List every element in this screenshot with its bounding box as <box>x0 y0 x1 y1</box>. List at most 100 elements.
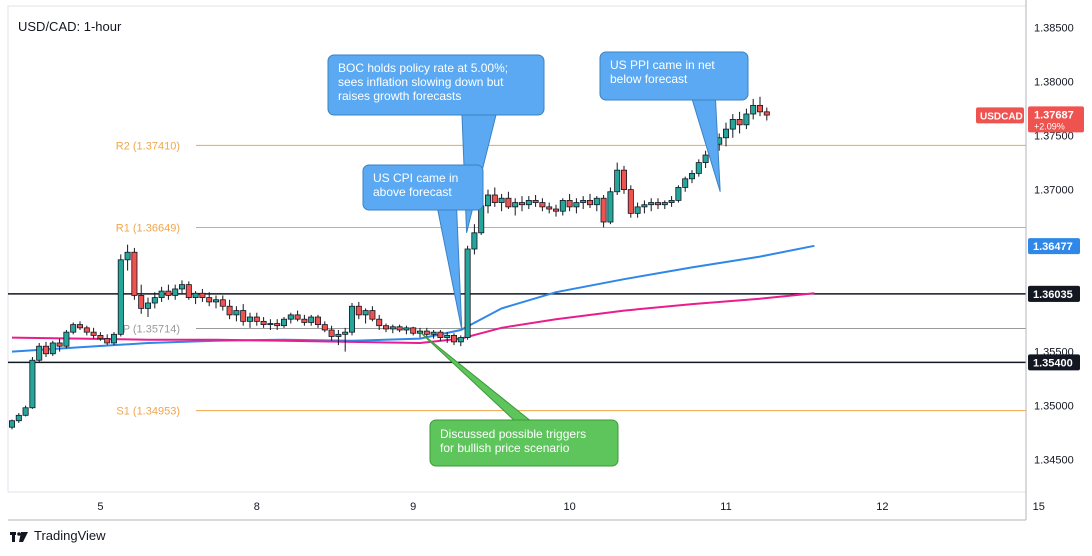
candle <box>621 165 628 194</box>
candle <box>464 245 471 340</box>
candle <box>151 292 158 309</box>
candle-body <box>729 119 736 130</box>
candle <box>104 334 111 346</box>
candle <box>689 170 696 184</box>
candle-body <box>301 318 308 323</box>
candle <box>634 202 641 218</box>
candle <box>675 185 682 203</box>
candle-body <box>124 251 131 261</box>
candle <box>280 317 287 328</box>
candle <box>614 162 621 195</box>
candle-body <box>90 331 97 336</box>
candle <box>342 327 349 352</box>
candle <box>172 284 179 300</box>
candle-body <box>104 338 111 344</box>
candle-body <box>512 202 519 208</box>
candle-body <box>294 314 301 320</box>
candle-body <box>226 305 233 316</box>
candle <box>437 330 444 341</box>
last-price: 1.37687 <box>1034 109 1074 121</box>
candle-body <box>29 359 36 409</box>
candle <box>158 286 165 302</box>
candle-body <box>328 329 335 337</box>
candle-body <box>274 323 281 327</box>
candle-body <box>648 202 655 206</box>
candle-body <box>655 202 662 206</box>
candle <box>559 198 566 216</box>
candle <box>111 332 118 346</box>
candle <box>246 312 253 328</box>
candle-body <box>178 284 185 290</box>
candle-body <box>8 420 15 428</box>
candle <box>138 284 145 314</box>
candle-body <box>675 187 682 201</box>
tradingview-logo-icon <box>10 530 28 542</box>
candle <box>165 284 172 300</box>
pivot-label-r2: R2 (1.37410) <box>116 140 180 152</box>
candle-body <box>763 111 770 116</box>
candle <box>314 314 321 328</box>
callout-box <box>599 51 749 101</box>
candle <box>226 299 233 320</box>
callout-box <box>429 419 619 467</box>
candle <box>593 196 600 212</box>
candle <box>382 323 389 333</box>
candle-body <box>587 199 594 206</box>
candle-body <box>144 302 151 309</box>
candle-body <box>206 297 213 303</box>
candle-body <box>192 292 199 298</box>
pivot-label-r1: R1 (1.36649) <box>116 223 180 235</box>
candle <box>90 327 97 339</box>
candle-body <box>348 305 355 333</box>
candle-body <box>308 316 315 323</box>
candle-body <box>559 199 566 212</box>
candle-body <box>212 299 219 303</box>
candle <box>491 187 498 207</box>
candle <box>403 325 410 335</box>
candle <box>648 198 655 212</box>
candle-body <box>410 327 417 334</box>
candle-body <box>131 251 138 296</box>
candle <box>199 288 206 302</box>
candle <box>240 304 247 326</box>
candle <box>587 193 594 208</box>
symbol-tag-bg <box>976 107 1024 124</box>
y-tick-label: 1.37500 <box>1034 131 1074 143</box>
candle-body <box>600 197 607 223</box>
candle <box>308 314 315 326</box>
candle <box>77 321 84 330</box>
candle-body <box>185 284 192 299</box>
candle <box>219 295 226 311</box>
candle-body <box>621 169 628 191</box>
candle-body <box>423 330 430 335</box>
candle-body <box>539 202 546 208</box>
candle-body <box>593 197 600 206</box>
callout-text: Discussed possible triggers <box>440 427 586 441</box>
candle-body <box>505 197 512 208</box>
candle-body <box>403 327 410 331</box>
candle-body <box>77 324 84 329</box>
last-price-bg <box>1028 106 1084 133</box>
candle <box>627 185 634 218</box>
candle-body <box>627 189 634 214</box>
candle <box>294 310 301 322</box>
moving-average-magenta <box>11 292 815 345</box>
candle <box>695 159 702 177</box>
candle-body <box>566 199 573 208</box>
candle <box>22 405 29 417</box>
candle-body <box>117 259 124 335</box>
candle-body <box>83 327 90 333</box>
candle-body <box>15 414 22 422</box>
candle-body <box>519 202 526 206</box>
candle <box>206 292 213 307</box>
candle-body <box>376 318 383 327</box>
candle-body <box>246 316 253 322</box>
y-tick-label: 1.35000 <box>1034 401 1074 413</box>
callout-pointer <box>419 331 534 423</box>
candle <box>600 195 607 228</box>
candle <box>641 200 648 214</box>
candle-body <box>321 324 328 331</box>
candle <box>369 306 376 322</box>
